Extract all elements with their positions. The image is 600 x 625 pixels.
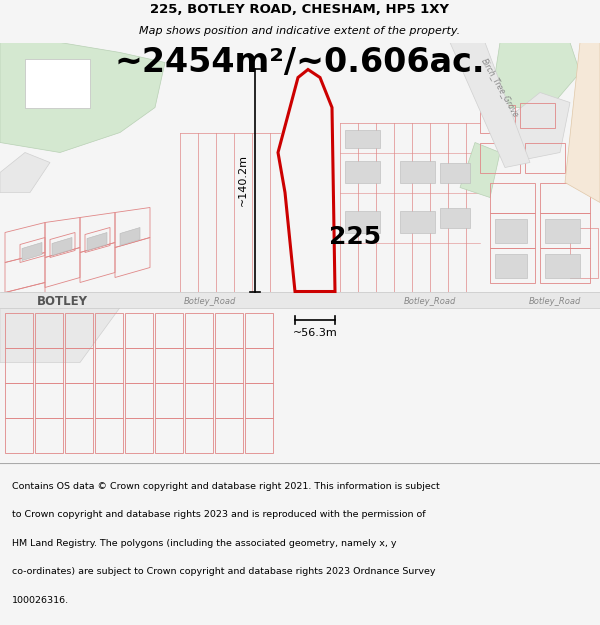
Polygon shape <box>490 42 580 107</box>
Bar <box>65 382 93 418</box>
Text: ~2454m²/~0.606ac.: ~2454m²/~0.606ac. <box>115 46 485 79</box>
Polygon shape <box>52 238 72 256</box>
Polygon shape <box>460 142 500 198</box>
Bar <box>95 382 123 418</box>
Bar <box>185 312 213 348</box>
Text: Botley_Road: Botley_Road <box>404 297 456 306</box>
Text: ~56.3m: ~56.3m <box>293 329 337 339</box>
Bar <box>345 129 380 148</box>
Bar <box>490 182 535 213</box>
Bar <box>5 418 33 452</box>
Bar <box>490 213 535 248</box>
Bar <box>495 219 527 243</box>
Polygon shape <box>0 308 120 362</box>
Text: 225, BOTLEY ROAD, CHESHAM, HP5 1XY: 225, BOTLEY ROAD, CHESHAM, HP5 1XY <box>151 3 449 16</box>
Text: co-ordinates) are subject to Crown copyright and database rights 2023 Ordnance S: co-ordinates) are subject to Crown copyr… <box>12 568 436 576</box>
Polygon shape <box>490 92 570 162</box>
Bar <box>480 104 515 132</box>
Text: Map shows position and indicative extent of the property.: Map shows position and indicative extent… <box>139 26 461 36</box>
Bar <box>400 211 435 232</box>
Bar <box>480 142 520 172</box>
Bar <box>570 228 598 278</box>
Bar <box>5 348 33 382</box>
Polygon shape <box>22 242 42 261</box>
Bar <box>35 382 63 418</box>
Bar <box>345 161 380 182</box>
Text: Contains OS data © Crown copyright and database right 2021. This information is : Contains OS data © Crown copyright and d… <box>12 482 440 491</box>
Bar <box>155 418 183 452</box>
Polygon shape <box>87 232 107 251</box>
Bar <box>540 213 590 248</box>
Bar <box>545 254 580 278</box>
Text: to Crown copyright and database rights 2023 and is reproduced with the permissio: to Crown copyright and database rights 2… <box>12 511 425 519</box>
Bar <box>35 418 63 452</box>
Bar <box>440 208 470 227</box>
Bar <box>400 161 435 182</box>
Bar <box>125 418 153 452</box>
Bar <box>35 348 63 382</box>
Bar <box>525 142 565 172</box>
Bar <box>245 418 273 452</box>
Bar <box>185 348 213 382</box>
Bar <box>155 348 183 382</box>
Bar <box>25 59 90 108</box>
Polygon shape <box>450 42 530 168</box>
Bar <box>125 348 153 382</box>
Bar <box>65 418 93 452</box>
Text: Botley_Road: Botley_Road <box>529 297 581 306</box>
Bar <box>95 348 123 382</box>
Text: ~140.2m: ~140.2m <box>238 154 248 206</box>
Text: 100026316.: 100026316. <box>12 596 69 605</box>
Bar <box>490 248 535 282</box>
Bar <box>540 248 590 282</box>
Bar <box>215 348 243 382</box>
Bar <box>245 348 273 382</box>
Bar <box>245 312 273 348</box>
Bar <box>125 382 153 418</box>
Bar <box>345 211 380 232</box>
Bar <box>495 254 527 278</box>
Bar <box>95 418 123 452</box>
Bar <box>65 348 93 382</box>
Bar <box>215 312 243 348</box>
Bar <box>5 312 33 348</box>
Bar <box>65 312 93 348</box>
Bar <box>125 312 153 348</box>
Polygon shape <box>0 152 50 192</box>
Bar <box>95 312 123 348</box>
Bar <box>185 382 213 418</box>
Bar <box>215 382 243 418</box>
Bar <box>0 291 600 308</box>
Bar <box>185 418 213 452</box>
Text: Birch_Tree_Grove: Birch_Tree_Grove <box>479 56 521 119</box>
Bar <box>155 382 183 418</box>
Bar <box>540 182 590 213</box>
Bar <box>35 312 63 348</box>
Polygon shape <box>0 42 165 152</box>
Text: 225: 225 <box>329 226 381 249</box>
Bar <box>520 102 555 127</box>
Text: HM Land Registry. The polygons (including the associated geometry, namely x, y: HM Land Registry. The polygons (includin… <box>12 539 397 548</box>
Bar <box>155 312 183 348</box>
Polygon shape <box>120 228 140 246</box>
Bar <box>440 162 470 182</box>
Bar <box>215 418 243 452</box>
Bar <box>245 382 273 418</box>
Text: BOTLEY: BOTLEY <box>37 295 88 308</box>
Polygon shape <box>565 42 600 202</box>
Bar <box>5 382 33 418</box>
Text: Botley_Road: Botley_Road <box>184 297 236 306</box>
Bar <box>545 219 580 243</box>
